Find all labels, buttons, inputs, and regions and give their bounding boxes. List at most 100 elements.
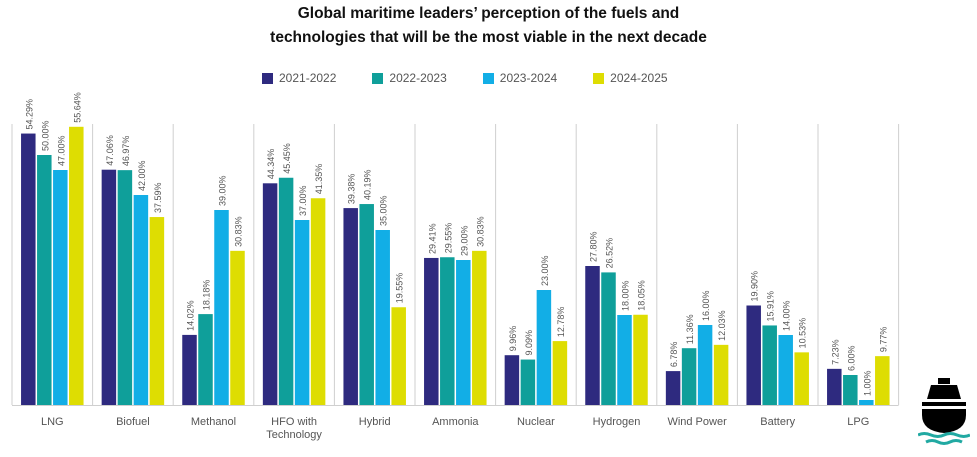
data-label: 46.97% — [121, 136, 131, 167]
data-label: 12.78% — [556, 307, 566, 338]
bar-wind-power-2023-2024 — [697, 325, 713, 405]
bar-biofuel-2024-2025 — [149, 217, 165, 405]
bar-hfo-with-technology-2024-2025 — [310, 198, 326, 405]
bar-lpg-2024-2025 — [875, 356, 890, 405]
data-label: 37.00% — [298, 185, 308, 216]
data-label: 30.83% — [234, 216, 244, 247]
data-label: 55.64% — [72, 92, 82, 123]
data-label: 9.09% — [524, 330, 534, 356]
bar-ammonia-2024-2025 — [472, 250, 487, 405]
bar-methanol-2024-2025 — [230, 250, 245, 405]
data-label: 9.96% — [508, 326, 518, 352]
data-label: 7.23% — [830, 339, 840, 365]
x-tick-label: Methanol — [191, 416, 236, 428]
legend-swatch — [372, 72, 384, 84]
bar-battery-2024-2025 — [794, 352, 809, 405]
data-label: 47.00% — [56, 135, 66, 166]
data-label: 45.45% — [282, 143, 292, 174]
bar-hfo-with-technology-2021-2022 — [262, 183, 278, 405]
legend-label: 2022-2023 — [389, 71, 447, 85]
ship-icon — [918, 378, 970, 445]
ship-superstructure — [927, 385, 961, 399]
bar-biofuel-2022-2023 — [117, 170, 133, 405]
bar-methanol-2022-2023 — [198, 314, 213, 405]
bar-lng-2023-2024 — [53, 170, 68, 405]
data-label: 14.00% — [782, 300, 792, 331]
data-label: 40.19% — [363, 170, 373, 201]
x-tick-label: Hybrid — [359, 416, 391, 428]
bar-ammonia-2023-2024 — [456, 260, 471, 405]
bar-lng-2024-2025 — [69, 126, 84, 406]
data-label: 42.00% — [137, 160, 147, 191]
bar-hydrogen-2022-2023 — [601, 272, 616, 405]
data-label: 9.77% — [878, 327, 888, 353]
data-label: 10.53% — [798, 318, 808, 349]
legend-swatch — [262, 72, 273, 84]
bar-battery-2022-2023 — [762, 325, 777, 405]
ship-deck — [922, 402, 966, 406]
bar-nuclear-2021-2022 — [504, 355, 520, 405]
wave-1 — [918, 432, 970, 438]
data-label: 18.05% — [637, 280, 647, 311]
bar-battery-2023-2024 — [778, 335, 793, 405]
data-label: 29.00% — [459, 225, 469, 256]
data-label: 47.06% — [105, 135, 115, 166]
x-tick-label: Battery — [760, 416, 795, 428]
bar-methanol-2023-2024 — [214, 210, 229, 405]
data-label: 23.00% — [540, 255, 550, 286]
x-tick-label: LPG — [847, 416, 869, 428]
data-label: 11.36% — [685, 314, 695, 344]
x-tick-label: LNG — [41, 416, 64, 428]
ship-funnel — [938, 378, 950, 384]
data-label: 29.55% — [443, 223, 453, 254]
wave-2 — [925, 439, 963, 445]
ship-hull — [922, 409, 966, 433]
bar-methanol-2021-2022 — [182, 334, 197, 405]
bar-hybrid-2024-2025 — [391, 307, 406, 405]
x-tick-label: Ammonia — [432, 416, 479, 428]
chart-title: Global maritime leaders’ perception of t… — [0, 2, 977, 50]
bar-biofuel-2023-2024 — [133, 195, 149, 405]
data-label: 6.78% — [669, 342, 679, 368]
x-tick-label: Biofuel — [116, 416, 150, 428]
data-label: 19.55% — [395, 273, 405, 304]
data-label: 30.83% — [475, 216, 485, 247]
legend-label: 2023-2024 — [499, 71, 558, 85]
data-label: 18.00% — [621, 280, 631, 311]
x-tick-label: Technology — [266, 429, 322, 441]
x-tick-label: Hydrogen — [593, 416, 641, 428]
bar-lng-2021-2022 — [21, 133, 36, 406]
bar-lpg-2021-2022 — [827, 368, 842, 405]
bar-ammonia-2021-2022 — [424, 257, 439, 405]
data-label: 29.41% — [427, 223, 437, 254]
bar-lpg-2022-2023 — [843, 375, 858, 405]
chart-title-line-1: Global maritime leaders’ perception of t… — [297, 5, 680, 22]
bar-wind-power-2024-2025 — [713, 344, 729, 405]
data-label: 50.00% — [40, 120, 50, 151]
bar-nuclear-2024-2025 — [552, 341, 568, 405]
data-label: 16.00% — [701, 290, 711, 321]
data-label: 37.59% — [153, 183, 163, 214]
x-tick-label: Nuclear — [517, 416, 555, 428]
data-label: 26.52% — [605, 238, 615, 269]
data-label: 39.38% — [347, 174, 357, 205]
legend-label: 2024-2025 — [610, 71, 668, 85]
bar-hfo-with-technology-2022-2023 — [278, 177, 294, 405]
data-label: 6.00% — [846, 345, 856, 371]
bar-wind-power-2021-2022 — [665, 371, 681, 405]
bar-nuclear-2022-2023 — [520, 359, 536, 405]
data-label: 12.03% — [717, 310, 727, 341]
bar-nuclear-2023-2024 — [536, 290, 552, 405]
data-label: 54.29% — [24, 99, 34, 130]
data-label: 18.18% — [202, 280, 212, 311]
x-tick-label: Wind Power — [667, 416, 727, 428]
chart-legend: 2021-2022 2022-2023 2023-2024 2024-2025 — [262, 71, 704, 85]
data-label: 1.00% — [862, 370, 872, 396]
data-label: 41.35% — [314, 164, 324, 195]
data-label: 27.80% — [589, 231, 599, 262]
bar-biofuel-2021-2022 — [101, 169, 117, 405]
bar-ammonia-2022-2023 — [440, 257, 455, 405]
legend-swatch — [593, 72, 605, 84]
bar-hybrid-2023-2024 — [375, 230, 390, 405]
